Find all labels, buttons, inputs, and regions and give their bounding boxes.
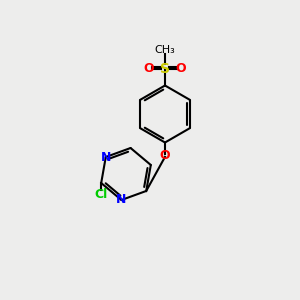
Text: Cl: Cl bbox=[94, 188, 108, 201]
Text: O: O bbox=[160, 148, 170, 162]
Text: O: O bbox=[176, 62, 186, 76]
Text: CH₃: CH₃ bbox=[154, 45, 176, 56]
Text: O: O bbox=[144, 62, 154, 76]
Text: S: S bbox=[160, 62, 170, 76]
Text: N: N bbox=[100, 151, 111, 164]
Text: N: N bbox=[116, 194, 127, 206]
